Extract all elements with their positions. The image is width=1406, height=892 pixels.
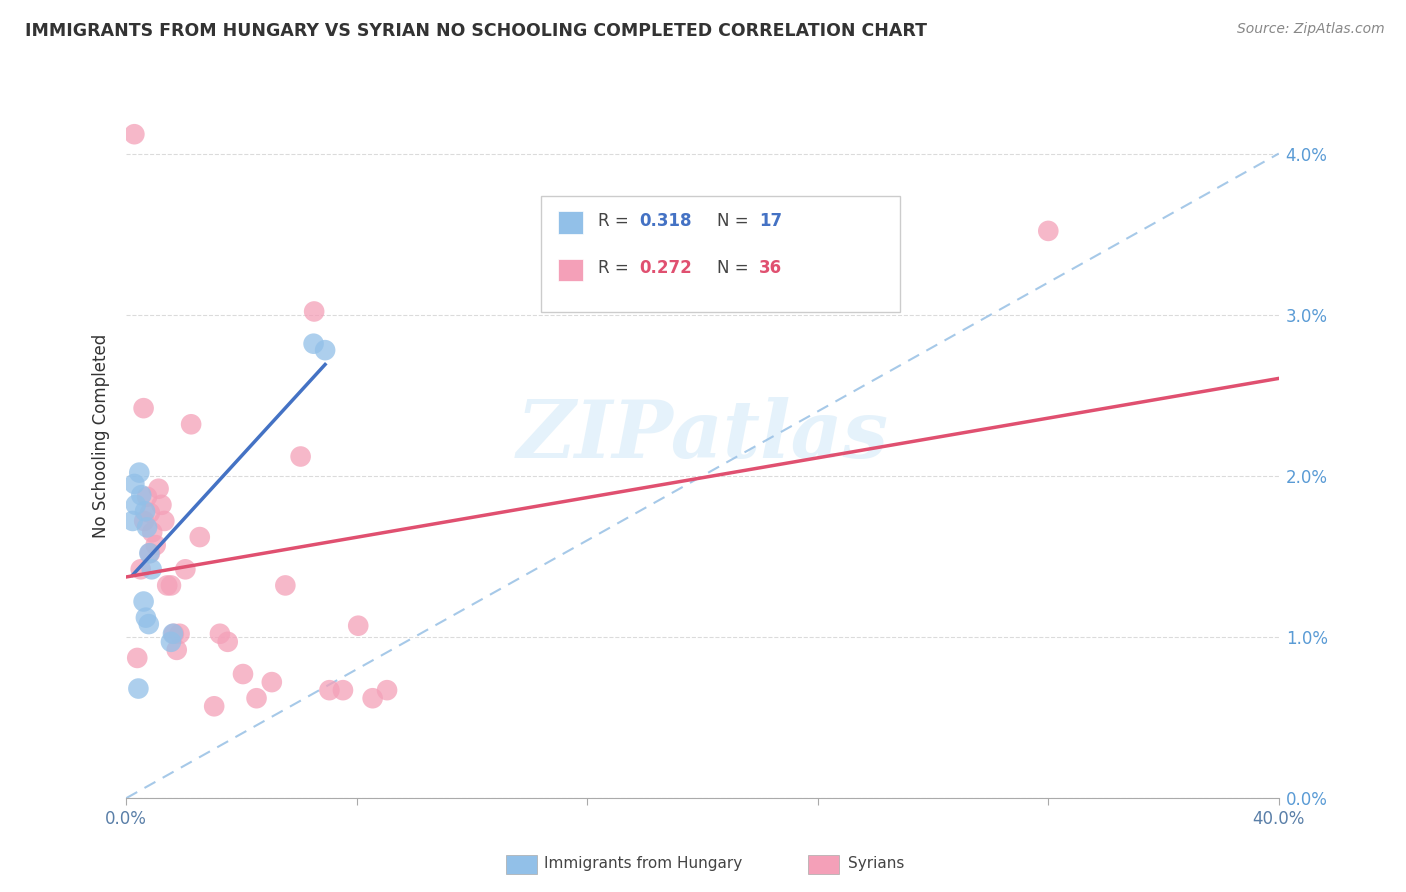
- Point: [145, 538, 167, 552]
- Point: [139, 506, 162, 520]
- Text: R =: R =: [598, 259, 634, 277]
- Point: [138, 546, 160, 560]
- Point: [347, 618, 370, 632]
- Text: N =: N =: [717, 259, 754, 277]
- Text: 17: 17: [759, 212, 782, 230]
- Point: [150, 498, 173, 512]
- Point: [160, 635, 183, 649]
- Text: Source: ZipAtlas.com: Source: ZipAtlas.com: [1237, 22, 1385, 37]
- Point: [139, 546, 162, 560]
- Point: [127, 681, 149, 696]
- Text: Syrians: Syrians: [848, 856, 904, 871]
- Point: [124, 127, 146, 141]
- Point: [375, 683, 398, 698]
- Point: [141, 562, 163, 576]
- Text: 0.318: 0.318: [640, 212, 692, 230]
- Point: [245, 691, 267, 706]
- Y-axis label: No Schooling Completed: No Schooling Completed: [93, 334, 110, 538]
- Point: [162, 627, 184, 641]
- Text: ZIPatlas: ZIPatlas: [516, 397, 889, 475]
- Point: [302, 336, 325, 351]
- Point: [160, 578, 183, 592]
- Point: [127, 651, 149, 665]
- Point: [169, 627, 191, 641]
- Text: Immigrants from Hungary: Immigrants from Hungary: [544, 856, 742, 871]
- Point: [274, 578, 297, 592]
- Point: [121, 514, 143, 528]
- Point: [156, 578, 179, 592]
- Point: [332, 683, 354, 698]
- Point: [1038, 224, 1060, 238]
- Point: [124, 476, 146, 491]
- Point: [138, 617, 160, 632]
- Text: N =: N =: [717, 212, 754, 230]
- Point: [188, 530, 211, 544]
- Point: [129, 562, 152, 576]
- Point: [128, 466, 150, 480]
- Point: [318, 683, 340, 698]
- Point: [134, 504, 156, 518]
- Point: [148, 482, 170, 496]
- Point: [232, 667, 254, 681]
- Point: [166, 643, 188, 657]
- Text: 36: 36: [759, 259, 782, 277]
- Point: [180, 417, 202, 432]
- Point: [290, 450, 312, 464]
- Point: [135, 610, 157, 624]
- Point: [314, 343, 336, 358]
- Text: IMMIGRANTS FROM HUNGARY VS SYRIAN NO SCHOOLING COMPLETED CORRELATION CHART: IMMIGRANTS FROM HUNGARY VS SYRIAN NO SCH…: [25, 22, 928, 40]
- Point: [132, 401, 155, 416]
- Point: [129, 488, 152, 502]
- Point: [136, 520, 159, 534]
- Point: [163, 627, 186, 641]
- Point: [136, 490, 159, 504]
- Point: [125, 498, 148, 512]
- Text: 0.272: 0.272: [640, 259, 693, 277]
- Point: [217, 635, 239, 649]
- Point: [260, 675, 283, 690]
- Point: [153, 514, 176, 528]
- Point: [202, 699, 225, 714]
- Point: [132, 594, 155, 608]
- Text: R =: R =: [598, 212, 634, 230]
- Point: [141, 525, 163, 540]
- Point: [208, 627, 231, 641]
- Point: [174, 562, 197, 576]
- Point: [361, 691, 384, 706]
- Point: [134, 514, 156, 528]
- Point: [302, 304, 325, 318]
